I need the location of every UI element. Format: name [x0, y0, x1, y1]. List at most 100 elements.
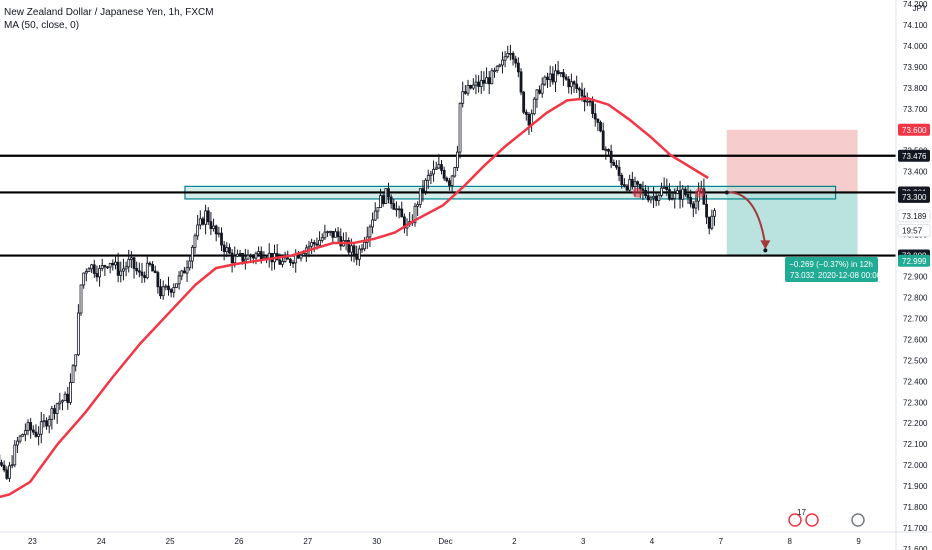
candle-body — [349, 245, 353, 253]
candle-body — [681, 188, 685, 200]
candle-body — [2, 464, 6, 471]
candle-body — [180, 270, 184, 277]
projection-price: 73.032 — [790, 271, 815, 280]
candle-body — [694, 200, 698, 209]
projection-arrow — [726, 191, 767, 246]
candle-body — [596, 118, 600, 123]
candle-body — [286, 257, 290, 260]
candle-body — [283, 257, 287, 262]
candle-body — [442, 170, 446, 179]
candle-body — [440, 164, 443, 171]
price-badge — [897, 209, 931, 223]
candle-body — [569, 81, 573, 88]
price-axis[interactable]: 71.600 71.700 71.800 71.900 72.000 72.100 72.2… — [903, 0, 928, 550]
candle-body — [53, 408, 56, 414]
candle-body — [644, 190, 647, 197]
candle-body — [617, 166, 621, 176]
candle-body — [471, 84, 475, 89]
candles-layer — [0, 44, 716, 482]
candle-body — [448, 180, 451, 186]
y-tick-label: 74.000 — [903, 42, 928, 51]
candle-body — [228, 247, 231, 254]
candle-body — [82, 272, 86, 286]
candle-body — [593, 113, 597, 120]
price-badge-text: 73.476 — [902, 152, 927, 161]
candle-body — [182, 270, 186, 274]
y-tick-label: 72.900 — [903, 273, 928, 282]
candle-body — [673, 193, 677, 199]
candle-body — [129, 257, 133, 260]
candle-body — [318, 239, 321, 246]
candle-body — [363, 241, 367, 250]
candle-body — [357, 248, 361, 260]
candle-body — [421, 188, 425, 192]
candle-body — [662, 186, 666, 189]
candle-body — [477, 81, 481, 87]
x-tick-label: 9 — [856, 537, 861, 546]
candle-body — [575, 83, 579, 89]
time-axis[interactable]: 23 24 25 26 27 30 Dec 2 3 4 7 8 9 — [28, 537, 861, 546]
price-badge-text: 19:57 — [902, 226, 923, 235]
candle-body — [310, 242, 314, 247]
event-icon[interactable] — [805, 513, 819, 527]
projection-box — [785, 257, 878, 282]
projection-arrowhead — [760, 240, 771, 250]
candle-body — [106, 266, 109, 269]
x-tick-label: 30 — [372, 537, 381, 546]
candle-body — [609, 150, 613, 163]
candle-body — [450, 175, 454, 186]
candle-body — [445, 177, 449, 182]
candle-body — [397, 208, 401, 211]
x-tick-label: Dec — [438, 537, 452, 546]
candle-body — [466, 85, 470, 94]
candle-body — [61, 400, 64, 403]
candle-body — [352, 245, 356, 255]
candle-body — [622, 184, 626, 187]
candle-body — [177, 275, 181, 285]
candle-body — [689, 197, 693, 205]
candle-body — [100, 265, 104, 269]
candle-body — [39, 421, 43, 435]
candle-body — [294, 254, 298, 264]
chart-legend: New Zealand Dollar / Japanese Yen, 1h, F… — [4, 6, 214, 32]
candle-body — [395, 208, 398, 211]
candle-body — [572, 81, 576, 85]
candle-body — [683, 188, 687, 195]
candle-body — [246, 254, 250, 260]
candle-body — [678, 190, 682, 200]
candle-body — [159, 286, 162, 297]
candle-body — [368, 226, 372, 238]
candle-body — [562, 72, 565, 78]
candle-body — [201, 218, 205, 225]
candle-body — [220, 232, 223, 246]
candle-body — [249, 254, 253, 258]
candle-body — [217, 232, 221, 235]
candle-body — [636, 181, 640, 185]
stop-loss-zone — [726, 129, 858, 193]
candle-body — [326, 231, 329, 234]
events-markers[interactable]: 17 — [788, 508, 865, 527]
y-tick-label: 72.600 — [903, 335, 928, 344]
y-tick-label: 73.700 — [903, 105, 928, 114]
y-tick-label: 71.700 — [903, 524, 928, 533]
candle-body — [495, 65, 499, 71]
indicator-label[interactable]: MA (50, close, 0) — [4, 20, 80, 31]
candle-body — [437, 164, 441, 169]
x-tick-label: 4 — [650, 537, 655, 546]
candle-body — [389, 196, 393, 205]
candle-body — [50, 408, 54, 420]
candle-body — [461, 91, 465, 104]
price-badge-text: 72.999 — [902, 257, 927, 266]
candle-body — [463, 91, 467, 94]
candle-body — [198, 218, 202, 226]
candle-body — [299, 254, 303, 259]
dividend-icon[interactable] — [851, 513, 865, 527]
candle-body — [705, 203, 708, 218]
candle-body — [580, 89, 584, 97]
symbol-title[interactable]: New Zealand Dollar / Japanese Yen, 1h, F… — [4, 7, 214, 18]
candle-body — [503, 56, 507, 61]
candle-body — [108, 262, 112, 268]
candle-body — [527, 114, 531, 126]
event-icon[interactable] — [788, 513, 802, 527]
